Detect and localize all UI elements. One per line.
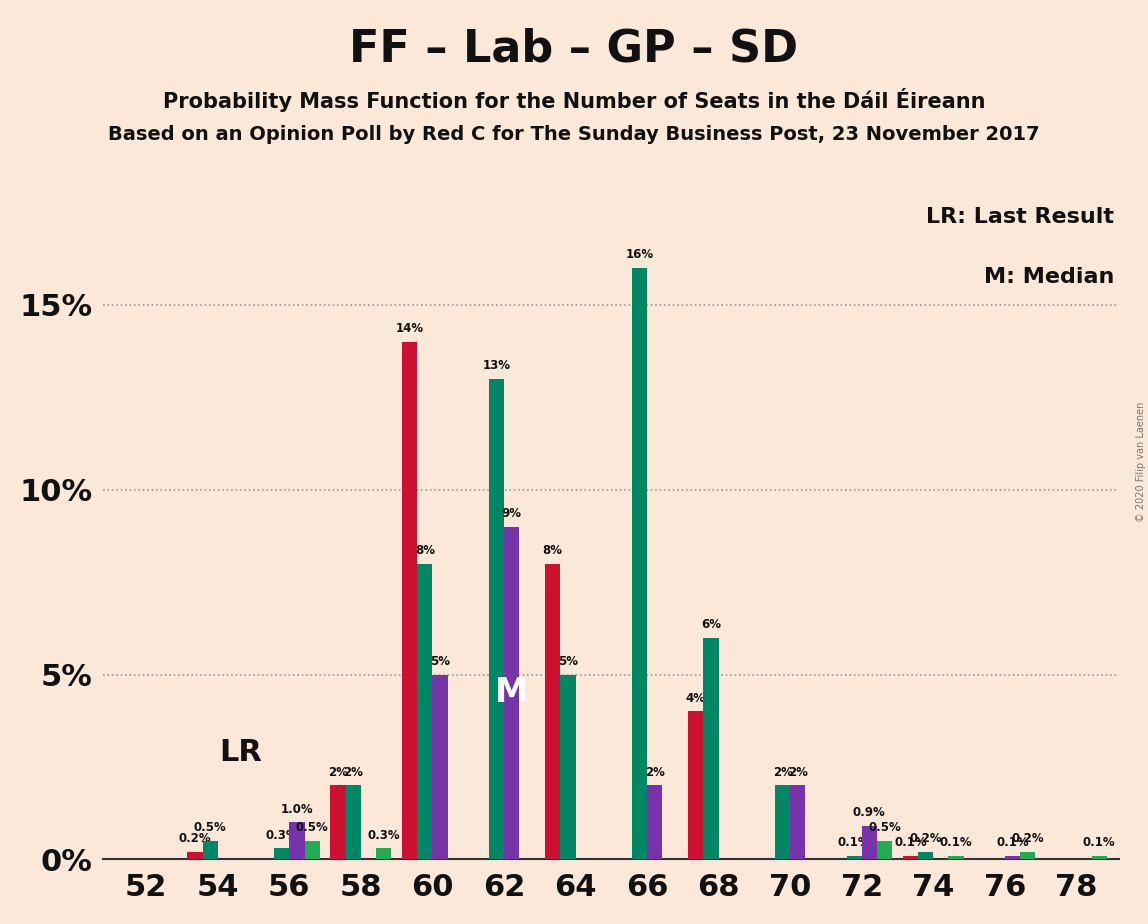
- Bar: [688, 711, 704, 859]
- Text: 13%: 13%: [482, 359, 511, 372]
- Bar: [846, 856, 862, 859]
- Bar: [433, 675, 448, 859]
- Bar: [918, 852, 933, 859]
- Text: 5%: 5%: [430, 655, 450, 668]
- Bar: [402, 342, 417, 859]
- Text: 0.1%: 0.1%: [1083, 836, 1116, 849]
- Bar: [545, 564, 560, 859]
- Text: 8%: 8%: [543, 544, 563, 557]
- Bar: [417, 564, 433, 859]
- Bar: [202, 841, 218, 859]
- Bar: [862, 826, 877, 859]
- Bar: [790, 785, 806, 859]
- Text: 0.3%: 0.3%: [367, 829, 400, 842]
- Bar: [346, 785, 360, 859]
- Text: 0.1%: 0.1%: [838, 836, 870, 849]
- Bar: [775, 785, 790, 859]
- Bar: [948, 856, 963, 859]
- Bar: [274, 848, 289, 859]
- Text: 5%: 5%: [558, 655, 577, 668]
- Bar: [560, 675, 575, 859]
- Text: FF – Lab – GP – SD: FF – Lab – GP – SD: [349, 28, 799, 71]
- Text: 0.1%: 0.1%: [996, 836, 1029, 849]
- Bar: [331, 785, 346, 859]
- Text: M: Median: M: Median: [984, 267, 1115, 287]
- Bar: [1021, 852, 1035, 859]
- Bar: [289, 822, 304, 859]
- Text: 0.1%: 0.1%: [894, 836, 926, 849]
- Bar: [902, 856, 918, 859]
- Text: 0.3%: 0.3%: [265, 829, 298, 842]
- Text: LR: Last Result: LR: Last Result: [926, 207, 1115, 227]
- Text: LR: LR: [219, 738, 262, 767]
- Text: 0.2%: 0.2%: [1011, 833, 1044, 845]
- Bar: [647, 785, 662, 859]
- Text: 2%: 2%: [645, 766, 665, 779]
- Text: 0.2%: 0.2%: [179, 833, 211, 845]
- Text: 0.5%: 0.5%: [194, 821, 226, 834]
- Text: 0.9%: 0.9%: [853, 807, 886, 820]
- Text: 4%: 4%: [685, 692, 706, 705]
- Text: 9%: 9%: [502, 507, 521, 520]
- Bar: [504, 527, 519, 859]
- Bar: [1004, 856, 1021, 859]
- Bar: [704, 638, 719, 859]
- Text: 2%: 2%: [343, 766, 363, 779]
- Text: 2%: 2%: [773, 766, 792, 779]
- Text: Based on an Opinion Poll by Red C for The Sunday Business Post, 23 November 2017: Based on an Opinion Poll by Red C for Th…: [108, 125, 1040, 144]
- Text: 16%: 16%: [626, 249, 653, 261]
- Bar: [489, 379, 504, 859]
- Text: 0.2%: 0.2%: [909, 833, 943, 845]
- Text: 0.5%: 0.5%: [868, 821, 901, 834]
- Text: © 2020 Filip van Laenen: © 2020 Filip van Laenen: [1135, 402, 1146, 522]
- Text: 2%: 2%: [328, 766, 348, 779]
- Text: 0.5%: 0.5%: [296, 821, 328, 834]
- Text: 14%: 14%: [396, 322, 424, 335]
- Text: M: M: [495, 676, 528, 710]
- Bar: [1092, 856, 1107, 859]
- Bar: [304, 841, 320, 859]
- Text: 8%: 8%: [414, 544, 435, 557]
- Text: Probability Mass Function for the Number of Seats in the Dáil Éireann: Probability Mass Function for the Number…: [163, 88, 985, 112]
- Text: 1.0%: 1.0%: [280, 803, 313, 816]
- Text: 0.1%: 0.1%: [940, 836, 972, 849]
- Text: 6%: 6%: [701, 618, 721, 631]
- Bar: [187, 852, 202, 859]
- Bar: [631, 268, 647, 859]
- Bar: [877, 841, 892, 859]
- Text: 2%: 2%: [788, 766, 808, 779]
- Bar: [377, 848, 391, 859]
